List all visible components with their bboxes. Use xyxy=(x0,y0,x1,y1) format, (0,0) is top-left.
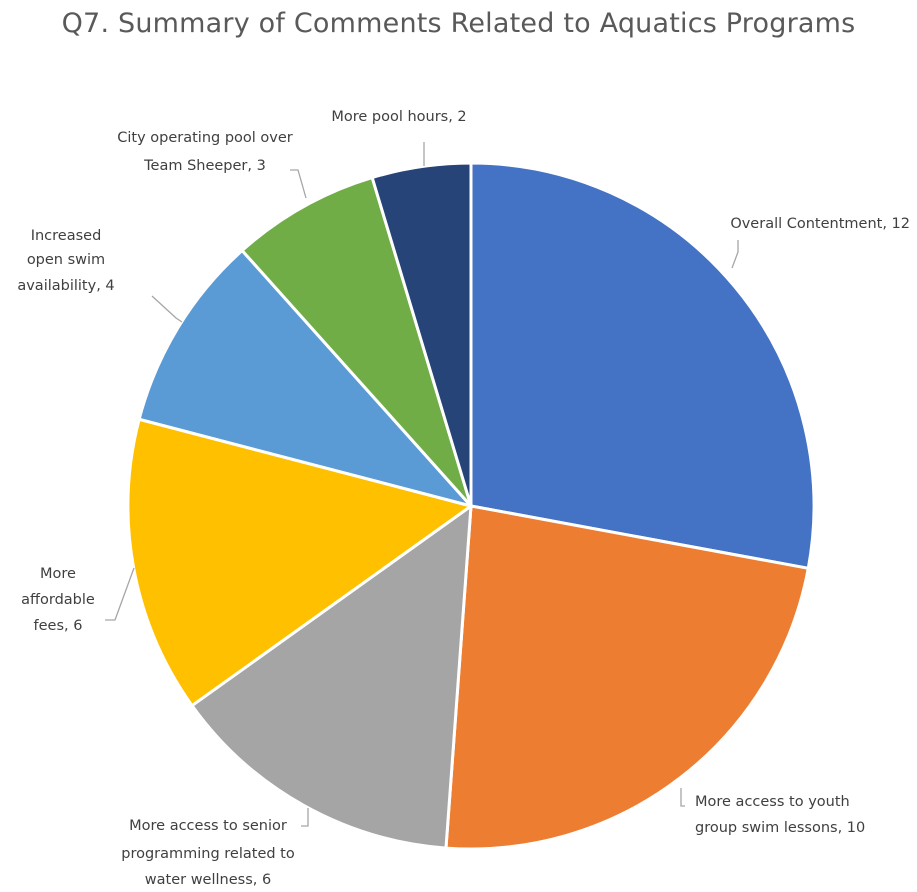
data-labels: Overall Contentment, 12 More access to yo… xyxy=(17,109,910,888)
pie-slice-6 xyxy=(240,176,473,508)
data-label-1: Overall Contentment, 12 xyxy=(730,216,910,232)
pie-slice-1 xyxy=(469,161,816,570)
leader-line-3 xyxy=(301,808,309,827)
leader-lines xyxy=(105,142,739,827)
pie-slice-3 xyxy=(190,504,473,850)
leader-line-6 xyxy=(290,169,307,199)
data-label-3: More access to senior programming related… xyxy=(121,818,295,888)
pie-slices xyxy=(126,161,816,851)
data-label-5: Increased open swim availability, 4 xyxy=(17,228,114,294)
pie-slice-7 xyxy=(370,161,473,508)
pie-slice-2 xyxy=(444,504,810,851)
leader-line-4 xyxy=(105,567,135,621)
leader-line-2 xyxy=(680,788,685,807)
leader-line-1 xyxy=(731,240,739,269)
data-label-6: City operating pool over Team Sheeper, 3 xyxy=(117,130,293,174)
chart-title: Q7. Summary of Comments Related to Aquat… xyxy=(61,8,856,39)
data-label-4: More affordable fees, 6 xyxy=(21,566,95,634)
data-label-7: More pool hours, 2 xyxy=(331,109,466,125)
pie-slice-5 xyxy=(137,249,473,508)
leader-line-5 xyxy=(151,295,183,323)
data-label-2: More access to youth group swim lessons, … xyxy=(695,794,865,836)
